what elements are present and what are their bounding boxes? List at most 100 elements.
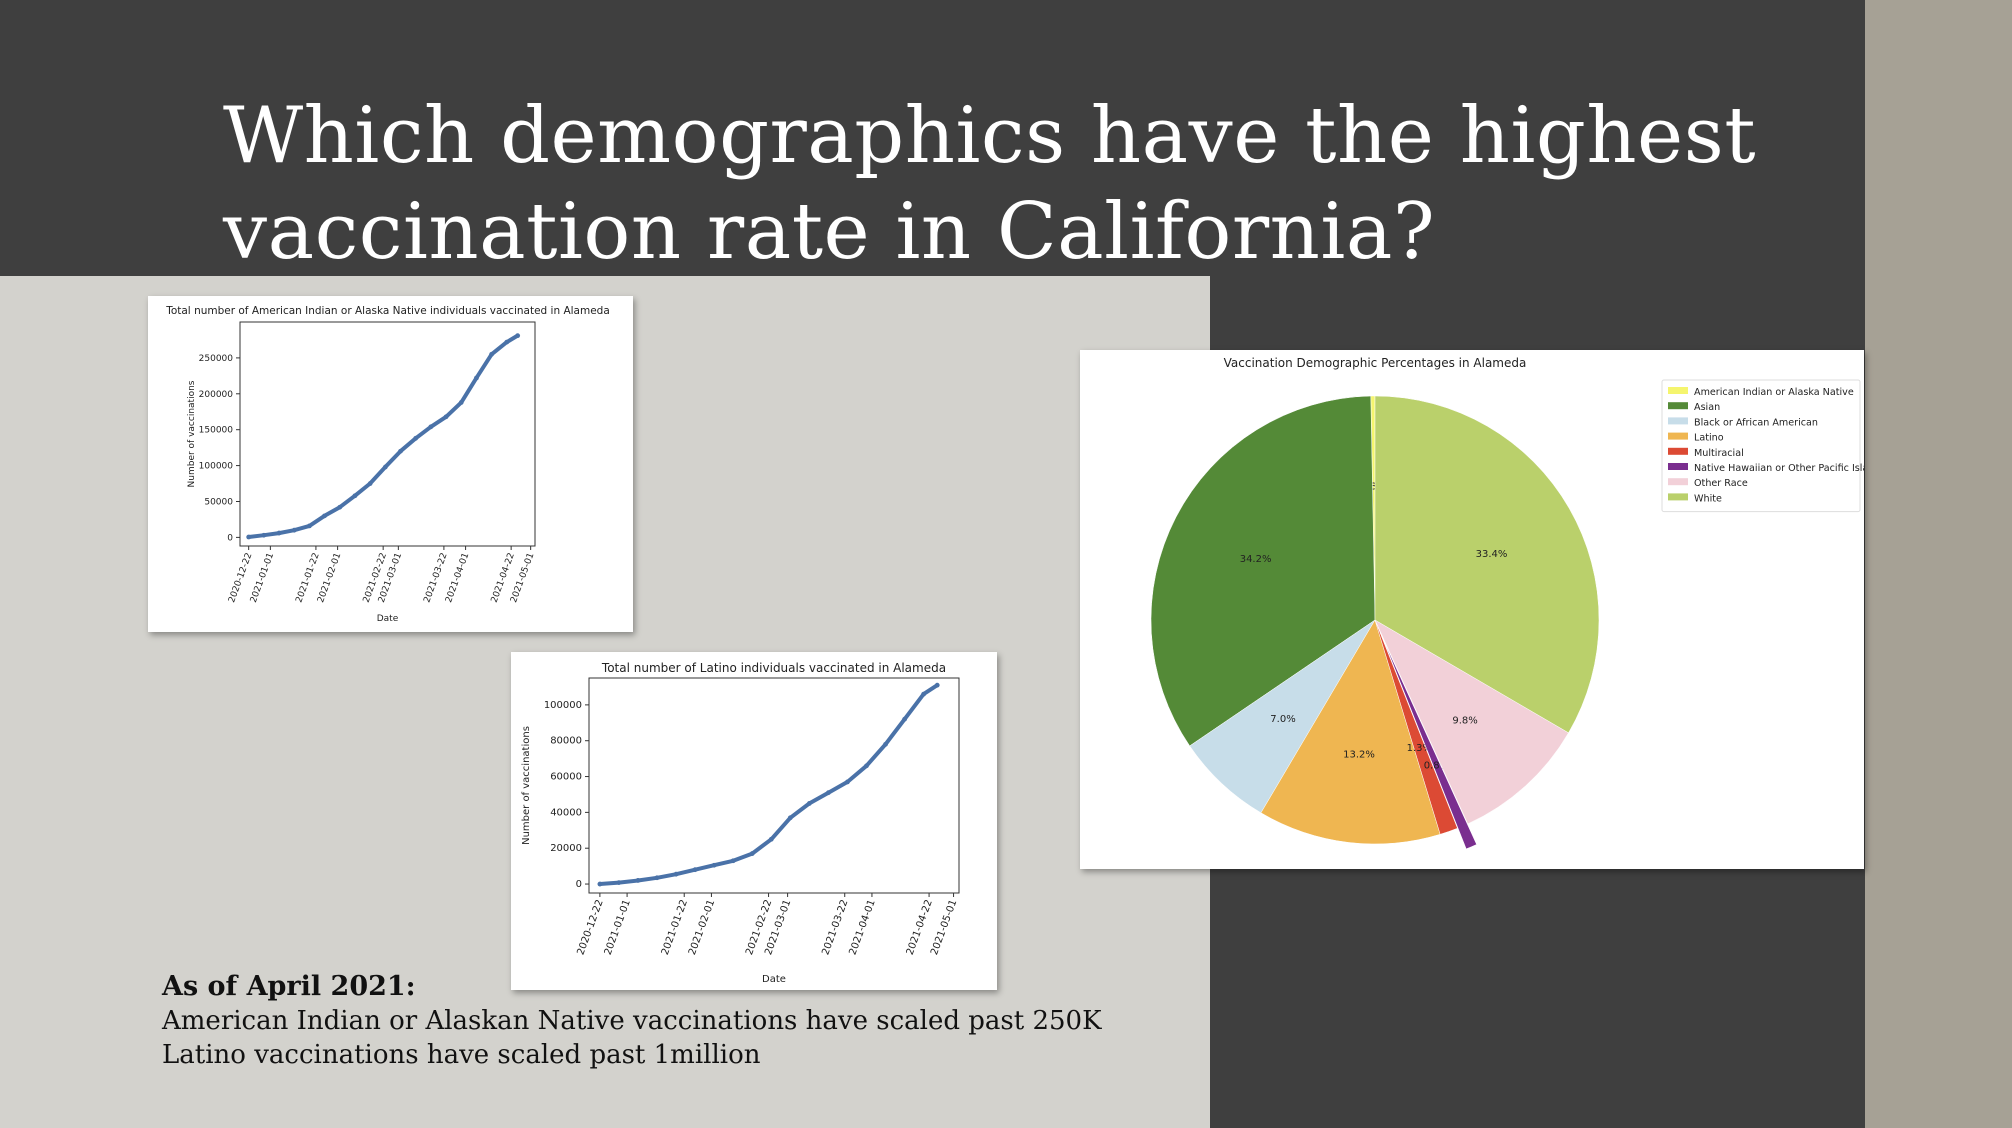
data-point xyxy=(443,414,449,420)
pie-slice xyxy=(1150,395,1376,747)
y-tick-label: 100000 xyxy=(199,462,234,472)
data-point xyxy=(504,339,510,345)
summary-line-american-indian: American Indian or Alaskan Native vaccin… xyxy=(162,1006,1102,1036)
slice-percent-label: 9.8% xyxy=(1452,716,1477,727)
x-axis-label: Date xyxy=(762,974,786,985)
data-point xyxy=(864,763,869,769)
slice-percent-label: 34.2% xyxy=(1240,554,1272,565)
x-tick-label: 2021-01-01 xyxy=(603,898,633,956)
data-point xyxy=(322,513,327,519)
x-tick-label: 2021-05-01 xyxy=(929,898,959,956)
legend-swatch xyxy=(1668,432,1688,440)
data-point xyxy=(261,532,267,538)
slice-percent-label: 1.3% xyxy=(1407,743,1432,754)
data-point xyxy=(597,881,603,887)
y-tick-label: 40000 xyxy=(550,807,582,818)
legend-entry: American Indian or Alaska Native xyxy=(1694,387,1854,398)
y-tick-label: 60000 xyxy=(550,772,582,783)
pie-slice xyxy=(1374,619,1569,825)
data-point xyxy=(654,875,660,881)
slice-percent-label: 7.0% xyxy=(1270,714,1295,725)
legend-swatch xyxy=(1668,463,1688,470)
plot-frame xyxy=(239,321,536,547)
x-tick-label: 2021-01-22 xyxy=(660,898,690,956)
data-point xyxy=(515,333,521,339)
slice-percent-label: 13.2% xyxy=(1343,749,1375,760)
y-tick-label: 250000 xyxy=(199,354,234,364)
plot-frame xyxy=(588,677,960,894)
legend-swatch xyxy=(1668,447,1688,455)
x-tick-label: 2021-01-01 xyxy=(249,552,276,605)
data-point xyxy=(711,862,717,868)
data-point xyxy=(768,836,774,842)
series-line xyxy=(597,683,940,886)
summary-note: As of April 2021: American Indian or Ala… xyxy=(162,970,1212,1072)
legend-entry: Multiracial xyxy=(1694,448,1744,459)
y-tick-label: 0 xyxy=(576,879,582,890)
data-point xyxy=(730,858,736,864)
pie-slice xyxy=(1374,619,1458,835)
data-point xyxy=(826,790,831,796)
y-axis-label: Number of vaccinations xyxy=(521,726,532,845)
legend-box xyxy=(1661,379,1861,513)
data-point xyxy=(845,779,850,785)
x-tick-label: 2020-12-22 xyxy=(575,898,605,956)
legend-entry: Asian xyxy=(1694,402,1720,413)
legend-swatch xyxy=(1668,478,1688,486)
slice-percent-label: 33.4% xyxy=(1476,549,1508,560)
data-point xyxy=(413,435,419,441)
y-tick-label: 0 xyxy=(227,533,233,543)
y-tick-label: 80000 xyxy=(550,736,582,747)
data-point xyxy=(474,375,479,381)
y-tick-label: 20000 xyxy=(550,843,582,854)
slide-title-line-2: vaccination rate in California? xyxy=(223,187,1436,277)
data-point xyxy=(921,691,927,697)
y-tick-label: 100000 xyxy=(544,700,582,711)
data-point xyxy=(749,851,755,856)
data-point xyxy=(489,351,495,357)
data-point xyxy=(246,534,252,540)
data-point xyxy=(382,464,388,470)
series-line xyxy=(246,333,520,539)
legend-entry: Latino xyxy=(1694,433,1724,444)
data-point xyxy=(276,530,282,536)
data-point xyxy=(635,878,641,883)
data-point xyxy=(692,867,698,873)
legend-entry: White xyxy=(1694,493,1722,504)
legend-swatch xyxy=(1668,402,1688,410)
pie-chart-demographics: Vaccination Demographic Percentages in A… xyxy=(1150,356,1864,850)
data-point xyxy=(902,716,907,722)
slide-title: Which demographics have the highest vacc… xyxy=(223,88,1843,280)
chart-card-american-indian: Total number of American Indian or Alask… xyxy=(148,296,633,632)
slide-title-line-1: Which demographics have the highest xyxy=(223,91,1757,181)
line-chart-latino: Total number of Latino individuals vacci… xyxy=(521,661,960,985)
data-point xyxy=(616,880,622,886)
x-tick-label: 2021-04-01 xyxy=(848,898,878,956)
x-tick-label: 2021-02-01 xyxy=(687,898,717,956)
pie-slice xyxy=(1383,640,1477,850)
legend-entry: Black or African American xyxy=(1694,417,1818,428)
legend-swatch xyxy=(1668,493,1688,501)
data-point xyxy=(458,400,464,405)
legend-swatch xyxy=(1668,417,1688,425)
data-point xyxy=(398,448,403,454)
data-point xyxy=(307,523,312,529)
legend-swatch xyxy=(1668,387,1688,394)
chart-title: Total number of Latino individuals vacci… xyxy=(601,661,946,675)
right-accent-strip xyxy=(1865,0,2012,1128)
data-point xyxy=(428,424,434,430)
y-tick-label: 200000 xyxy=(199,390,234,400)
summary-heading: As of April 2021: xyxy=(162,971,416,1002)
x-axis-label: Date xyxy=(377,614,399,624)
data-point xyxy=(337,504,343,510)
data-point xyxy=(291,527,297,533)
y-tick-label: 50000 xyxy=(204,497,233,507)
legend-entry: Other Race xyxy=(1694,478,1748,489)
pie-slice xyxy=(1260,619,1441,845)
data-point xyxy=(787,815,793,821)
data-point xyxy=(883,741,888,747)
data-point xyxy=(367,481,373,486)
chart-card-pie: Vaccination Demographic Percentages in A… xyxy=(1080,350,1864,869)
x-tick-label: 2021-04-01 xyxy=(444,552,471,605)
data-point xyxy=(352,493,358,499)
